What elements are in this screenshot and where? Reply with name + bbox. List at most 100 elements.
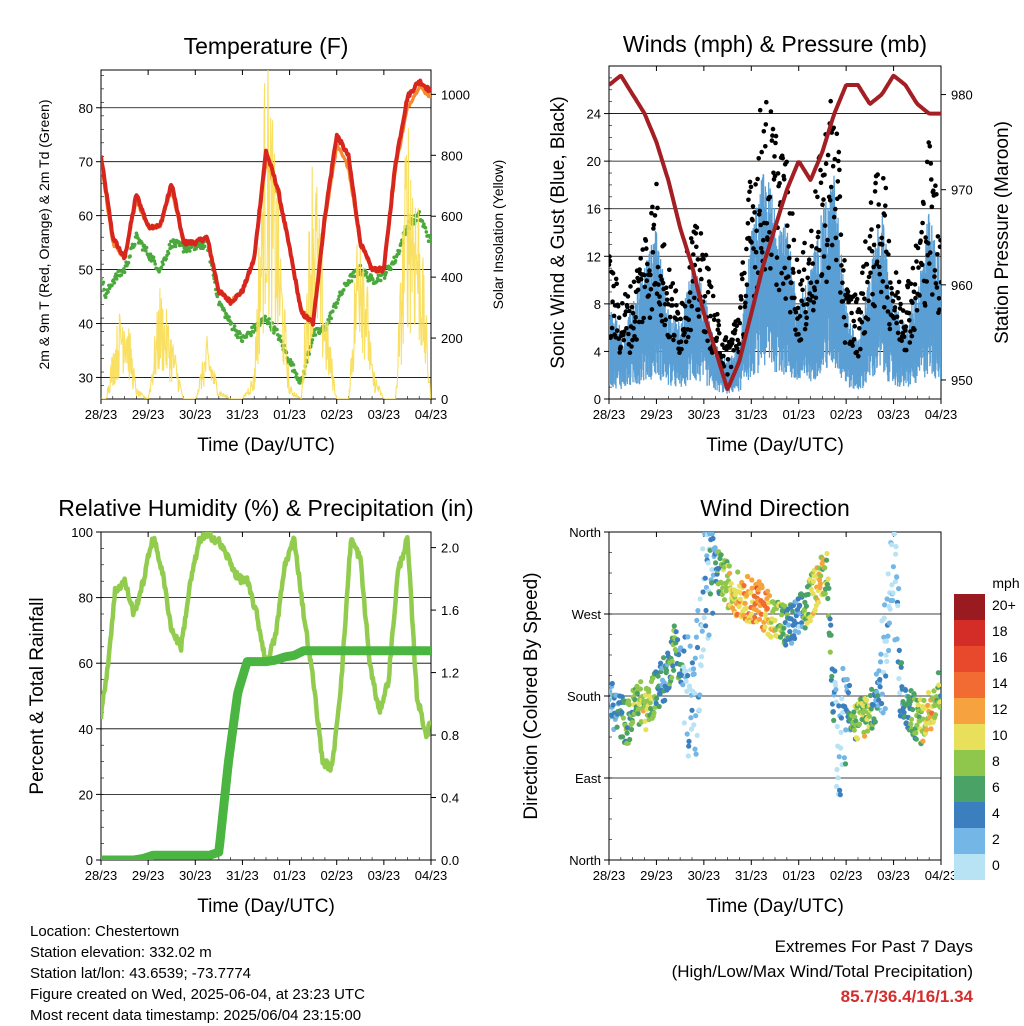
- direction-point: [928, 726, 934, 732]
- direction-point: [802, 625, 808, 631]
- gust-point: [623, 309, 629, 314]
- direction-point: [691, 671, 697, 677]
- gust-point: [929, 177, 934, 182]
- direction-point: [935, 670, 941, 676]
- direction-point: [658, 660, 664, 666]
- dewpoint-point: [197, 241, 201, 246]
- direction-point: [839, 710, 846, 716]
- direction-point: [908, 721, 914, 727]
- gust-point: [905, 284, 911, 290]
- dewpoint-point: [310, 338, 315, 342]
- gust-point: [611, 313, 617, 319]
- colorbar-swatch: [954, 724, 985, 750]
- direction-point: [916, 714, 922, 720]
- direction-point: [697, 596, 703, 602]
- direction-point: [842, 761, 849, 767]
- gust-point: [898, 301, 903, 307]
- x-tick-label: 01/23: [273, 868, 306, 883]
- dewpoint-point: [114, 277, 119, 281]
- direction-point: [826, 585, 832, 591]
- direction-point: [735, 569, 741, 575]
- direction-point: [893, 544, 899, 550]
- direction-point: [628, 726, 635, 733]
- dewpoint-point: [420, 219, 425, 223]
- gust-point: [774, 255, 780, 260]
- gust-point: [627, 350, 633, 356]
- dewpoint-point: [166, 251, 171, 256]
- direction-point: [700, 546, 706, 552]
- gust-point: [907, 340, 913, 345]
- dewpoint-point: [122, 270, 127, 275]
- gust-point: [682, 330, 687, 336]
- dewpoint-point: [349, 279, 354, 283]
- y-tick-label: 20: [79, 787, 93, 802]
- gust-point: [932, 268, 938, 273]
- gust-point: [883, 203, 888, 208]
- dewpoint-point: [144, 249, 148, 253]
- gust-point: [702, 294, 708, 299]
- gust-point: [705, 338, 710, 344]
- direction-point: [886, 620, 893, 626]
- direction-point: [772, 617, 778, 624]
- plot-area: [101, 532, 431, 860]
- direction-point: [883, 638, 890, 644]
- gust-point: [751, 246, 756, 251]
- gust-point: [880, 242, 885, 247]
- gust-point: [815, 234, 821, 240]
- direction-point: [825, 576, 831, 582]
- dewpoint-point: [389, 267, 393, 272]
- x-tick-label: 31/23: [735, 868, 768, 883]
- gust-point: [791, 270, 796, 275]
- gust-point: [884, 284, 890, 290]
- gust-point: [710, 293, 716, 299]
- y2-tick-label: 1000: [441, 87, 470, 102]
- gust-point: [642, 284, 648, 290]
- gust-point: [652, 213, 658, 218]
- gust-point: [875, 172, 880, 177]
- y2-tick-label: 1.2: [441, 666, 459, 681]
- dewpoint-point: [288, 358, 293, 362]
- gust-point: [805, 275, 810, 281]
- gust-point: [678, 339, 684, 345]
- gust-point: [755, 176, 760, 182]
- gust-point: [774, 282, 779, 288]
- gust-point: [742, 270, 747, 276]
- gust-point: [889, 291, 895, 296]
- gust-point: [922, 303, 928, 308]
- direction-point: [694, 732, 700, 739]
- direction-point: [937, 704, 941, 710]
- direction-point: [676, 652, 682, 658]
- gust-point: [672, 333, 677, 338]
- gust-point: [687, 290, 693, 295]
- speed-colorbar: mph 20+ 18 16 14 12 10 8 6 4 2 0: [954, 575, 1020, 880]
- station-latlon: Station lat/lon: 43.6539; -73.7774: [30, 965, 252, 982]
- gust-point: [664, 291, 669, 296]
- dewpoint-point: [133, 242, 137, 247]
- direction-point: [822, 565, 828, 571]
- extremes-values: 85.7/36.4/16/1.34: [840, 987, 973, 1006]
- gust-point: [903, 324, 909, 329]
- direction-point: [799, 620, 805, 626]
- dewpoint-point: [128, 254, 132, 258]
- gust-point: [924, 279, 929, 284]
- y-tick-label: 40: [79, 722, 93, 737]
- direction-point: [915, 702, 921, 708]
- gust-point: [759, 149, 764, 155]
- gust-point: [909, 333, 915, 339]
- direction-point: [892, 579, 898, 585]
- x-tick-label: 29/23: [640, 868, 673, 883]
- temp-2m-series: [101, 78, 431, 327]
- colorbar-swatch: [954, 776, 985, 802]
- direction-point: [898, 660, 905, 666]
- direction-point: [832, 668, 838, 674]
- gust-point: [614, 281, 619, 287]
- y2-tick-label: 0.4: [441, 791, 459, 806]
- gust-point: [862, 330, 868, 335]
- direction-point: [822, 591, 828, 597]
- station-info: Location: Chestertown Station elevation:…: [30, 921, 365, 1026]
- direction-point: [686, 738, 692, 745]
- x-tick-label: 02/23: [320, 868, 353, 883]
- direction-point: [895, 603, 901, 609]
- gust-point: [919, 262, 925, 268]
